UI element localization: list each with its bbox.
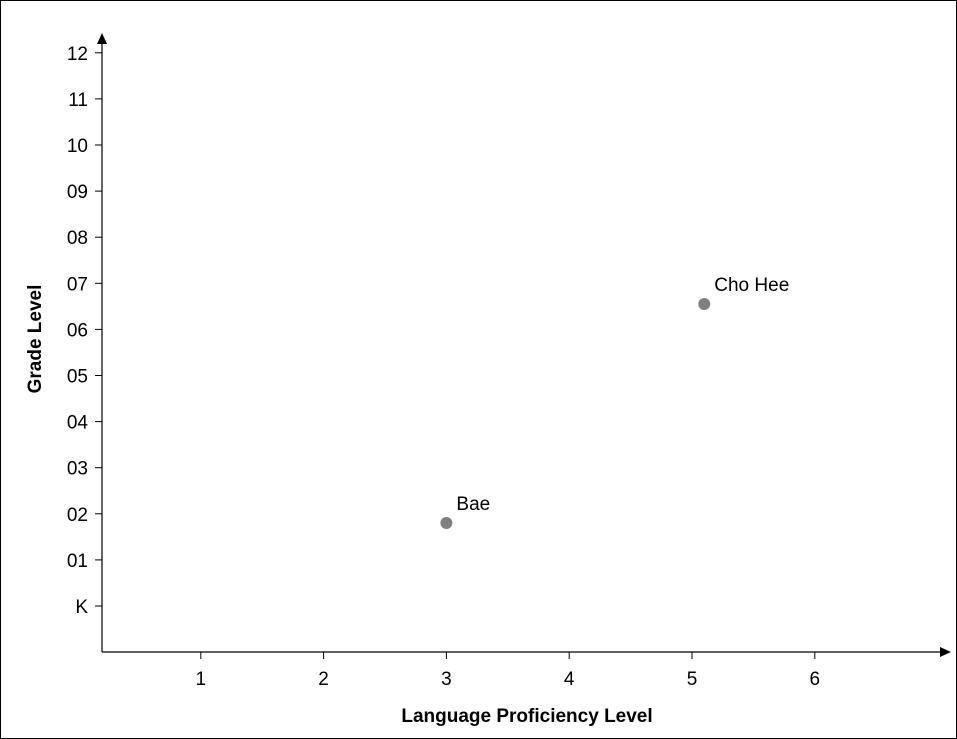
y-tick-label: 06 (67, 320, 88, 341)
data-points: Bae Cho Hee (440, 275, 789, 530)
y-tick-label: 07 (67, 274, 88, 295)
y-tick-label: 05 (67, 367, 88, 388)
y-tick-label: 03 (67, 459, 88, 480)
y-ticks: K 01 02 03 04 05 06 07 08 09 10 11 12 (67, 44, 102, 618)
y-tick-label: 02 (67, 505, 88, 526)
data-point-label: Cho Hee (714, 275, 789, 296)
x-tick-label: 1 (196, 669, 207, 690)
x-tick-label: 3 (441, 669, 452, 690)
y-tick-label: 12 (67, 44, 88, 65)
y-tick-label: 01 (67, 551, 88, 572)
x-tick-label: 6 (810, 669, 821, 690)
axes (97, 33, 951, 657)
x-tick-label: 2 (318, 669, 329, 690)
data-point-label: Bae (456, 494, 490, 515)
y-tick-label: 08 (67, 228, 88, 249)
x-axis-title: Language Proficiency Level (401, 706, 652, 727)
y-tick-label: 10 (67, 136, 88, 157)
data-point (440, 517, 453, 530)
x-tick-label: 5 (687, 669, 698, 690)
y-axis-arrow (97, 33, 107, 44)
x-tick-label: 4 (564, 669, 575, 690)
y-tick-label: 11 (68, 90, 88, 111)
y-tick-label: 04 (67, 413, 89, 434)
data-point (698, 298, 711, 311)
y-tick-label: 09 (67, 182, 88, 203)
x-ticks: 1 2 3 4 5 6 (196, 652, 821, 690)
x-axis-arrow (940, 647, 951, 657)
y-tick-label: K (75, 597, 88, 618)
y-axis-title: Grade Level (25, 285, 46, 394)
